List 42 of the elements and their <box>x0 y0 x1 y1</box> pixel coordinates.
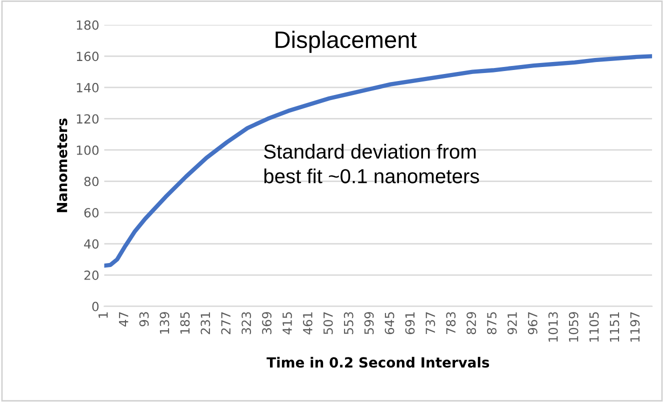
y-tick-label: 140 <box>76 82 99 92</box>
x-tick-label: 93 <box>139 312 149 326</box>
x-tick-label: 1013 <box>548 312 558 342</box>
x-tick-label: 875 <box>487 312 496 334</box>
y-tick-label: 0 <box>92 302 99 312</box>
x-tick-label: 737 <box>426 312 436 334</box>
x-tick-label: 1197 <box>630 312 640 342</box>
y-axis-title: Nanometers <box>56 118 68 212</box>
y-tick-label: 20 <box>84 270 99 280</box>
x-tick-label: 1059 <box>568 312 578 342</box>
x-tick-label: 1105 <box>589 312 599 342</box>
x-tick-label: 921 <box>507 312 517 334</box>
x-axis-title: Time in 0.2 Second Intervals <box>266 356 490 368</box>
x-tick-label: 967 <box>528 312 538 334</box>
x-tick-label: 277 <box>221 312 230 334</box>
line-series <box>104 54 652 268</box>
x-tick-label: 553 <box>344 312 354 334</box>
x-tick-label: 645 <box>384 312 394 334</box>
x-tick-label: 829 <box>466 312 476 334</box>
chart-title: Displacement <box>276 30 417 53</box>
x-tick-label: 783 <box>446 312 456 334</box>
y-tick-label: 160 <box>76 52 99 62</box>
x-tick-label: 1 <box>98 312 108 318</box>
y-tick-label: 100 <box>76 145 99 155</box>
x-tick-label: 139 <box>160 312 170 334</box>
x-tick-label: 185 <box>180 312 190 334</box>
y-tick-label: 40 <box>84 239 99 249</box>
y-tick-label: 60 <box>84 208 99 218</box>
x-tick-label: 415 <box>282 312 292 334</box>
x-tick-label: 461 <box>302 312 312 334</box>
x-tick-label: 691 <box>405 312 415 334</box>
x-tick-label: 599 <box>364 312 374 334</box>
x-tick-label: 1151 <box>610 312 620 342</box>
x-tick-label: 323 <box>242 312 252 334</box>
y-tick-label: 180 <box>76 20 99 30</box>
y-tick-label: 120 <box>76 114 99 124</box>
x-tick-label: 369 <box>262 312 272 334</box>
x-tick-label: 507 <box>323 312 333 334</box>
annotation: Standard deviation from best fit ~0.1 nanometers <box>264 144 480 184</box>
x-tick-label: 231 <box>200 312 210 334</box>
y-tick-label: 80 <box>84 176 99 186</box>
x-tick-label: 47 <box>119 312 128 326</box>
